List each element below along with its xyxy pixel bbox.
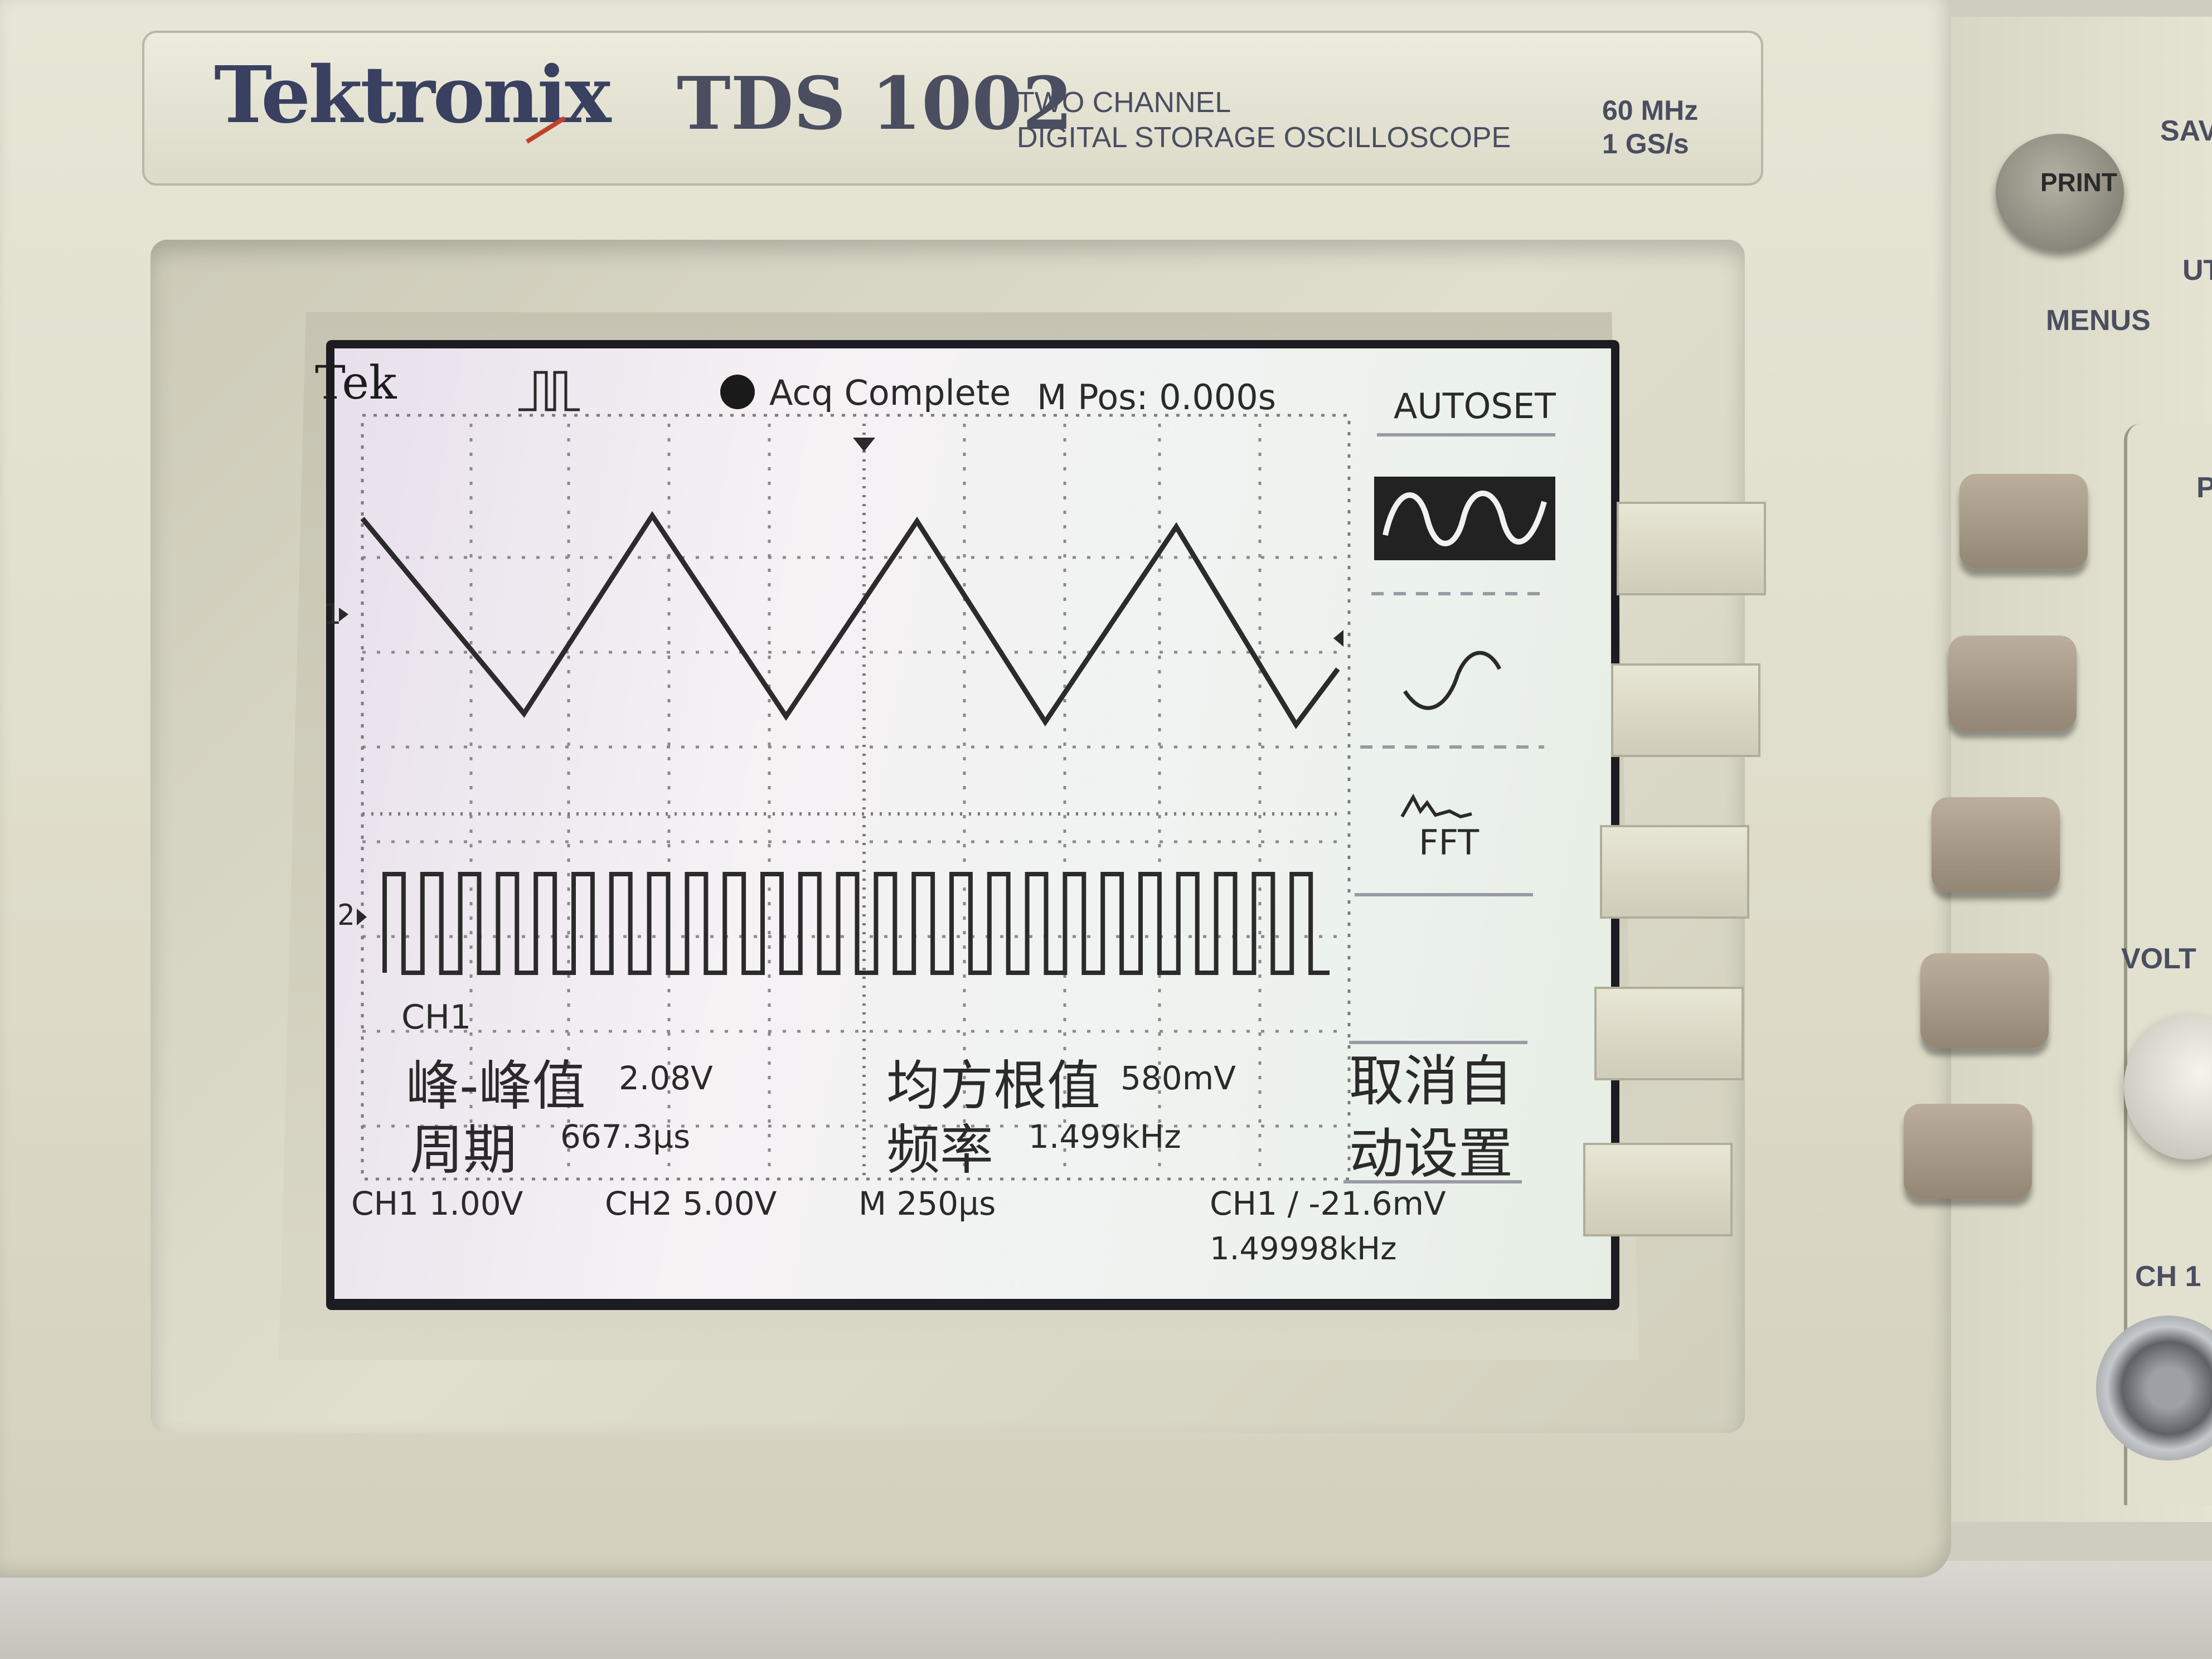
peak-to-peak-label: 峰-峰值 (406, 1055, 586, 1117)
softkey-tab-3 (1600, 825, 1749, 919)
tektronix-logo: Tektronix (214, 50, 611, 141)
timebase: M 250µs (858, 1185, 996, 1223)
softkey-tab-5 (1583, 1143, 1733, 1236)
volts-label: VOLT (2121, 943, 2196, 975)
print-label: PRINT (2040, 168, 2117, 197)
sine-selected-icon (1382, 491, 1547, 546)
trigger-level-marker (1333, 630, 1343, 647)
graticule-center (362, 424, 1338, 1176)
cancel-autoset-line2: 动设置 (1349, 1122, 1514, 1186)
softkey-tab-1 (1617, 502, 1766, 595)
trigger-frequency: 1.49998kHz (1210, 1231, 1397, 1267)
ch2-square-trace (382, 872, 1330, 975)
option-button-5[interactable] (1904, 1104, 2032, 1199)
sample-rate-spec: 1 GS/s (1602, 128, 1689, 159)
ch2-ground-marker (357, 909, 367, 925)
trigger-position-marker (853, 438, 875, 452)
rms-value: 580mV (1120, 1059, 1236, 1097)
peak-to-peak-value: 2.08V (619, 1059, 713, 1097)
ch2-scale: CH2 5.00V (605, 1185, 777, 1223)
tek-screen-logo: Tek (315, 357, 397, 410)
utility-label: UT (2182, 254, 2212, 287)
horizontal-position: M Pos: 0.000s (1037, 377, 1277, 418)
menu-dividers (1343, 433, 1555, 1183)
option-button-3[interactable] (1932, 797, 2060, 892)
brand-bar: Tektronix TDS 1002 TWO CHANNEL DIGITAL S… (142, 31, 1763, 186)
ch1-bnc-connector[interactable] (2096, 1316, 2212, 1461)
softkey-tab-4 (1594, 987, 1744, 1080)
fft-icon (1400, 793, 1472, 819)
ch2-marker-label: 2 (337, 899, 355, 932)
pulse-acquisition-icon (518, 371, 580, 411)
menu-title: AUTOSET (1394, 386, 1556, 426)
single-sine-icon (1403, 651, 1502, 710)
save-label: SAV (2160, 115, 2212, 147)
option-button-2[interactable] (1948, 636, 2077, 730)
model-name: TDS 1002 (677, 61, 1073, 146)
measurement-source: CH1 (401, 998, 472, 1037)
graticule (362, 424, 1338, 1176)
ch1-ground-marker (339, 608, 348, 622)
ch1-scale: CH1 1.00V (351, 1185, 523, 1223)
ch1-triangle-trace (360, 511, 1340, 730)
option-button-4[interactable] (1920, 953, 2049, 1048)
acquisition-status-dot (720, 375, 755, 409)
frequency-label: 频率 (886, 1119, 993, 1181)
trigger-setting: CH1 ∕ -21.6mV (1210, 1185, 1446, 1223)
print-button[interactable] (1996, 134, 2124, 251)
menus-label: MENUS (2046, 304, 2151, 337)
bandwidth-spec: 60 MHz (1602, 95, 1699, 126)
period-value: 667.3µs (560, 1118, 691, 1156)
panel-p-label: P (2196, 472, 2212, 504)
frequency-value: 1.499kHz (1029, 1118, 1181, 1156)
model-description-line2: DIGITAL STORAGE OSCILLOSCOPE (1017, 122, 1511, 154)
model-description-line1: TWO CHANNEL (1017, 86, 1231, 119)
ch1-marker-label: 1 (323, 598, 341, 631)
period-label: 周期 (410, 1119, 517, 1181)
graticule-border (361, 414, 1351, 1181)
softkey-tab-2 (1611, 663, 1760, 757)
rms-label: 均方根值 (886, 1055, 1100, 1117)
acquisition-status: Acq Complete (769, 372, 1011, 413)
ch1-input-label: CH 1 (2135, 1260, 2201, 1293)
cancel-autoset-line1: 取消自 (1349, 1050, 1514, 1113)
option-button-1[interactable] (1959, 474, 2088, 569)
fft-option-label: FFT (1419, 822, 1479, 863)
